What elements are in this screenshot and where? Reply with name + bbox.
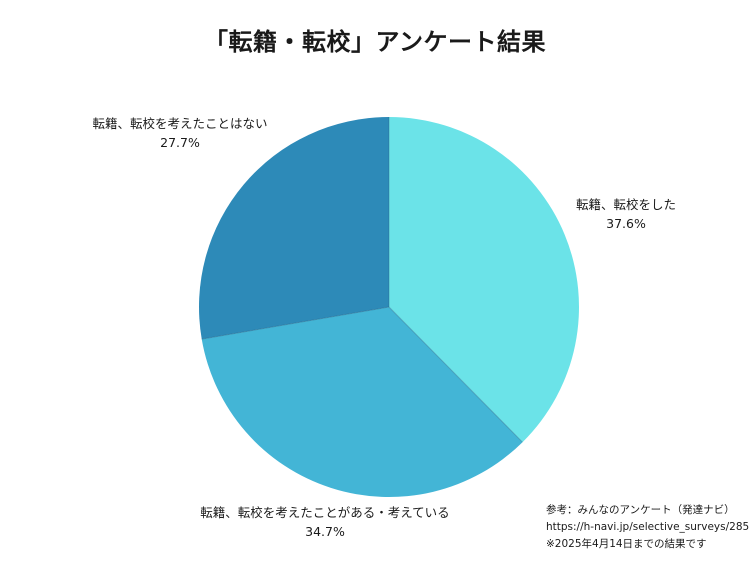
slice-considered <box>201 307 523 497</box>
slice-label-text: 転籍、転校をした <box>575 197 676 212</box>
slice-label-text: 転籍、転校を考えたことはない <box>92 116 268 131</box>
chart-title: 「転籍・転校」アンケート結果 <box>203 28 547 56</box>
source-note: 参考：みんなのアンケート（発達ナビ） https://h-navi.jp/sel… <box>546 502 749 553</box>
slice-value-label: 37.6% <box>606 216 646 231</box>
slice-label-considered: 転籍、転校を考えたことがある・考えている 34.7% <box>175 503 475 541</box>
source-url: https://h-navi.jp/selective_surveys/285 <box>546 521 750 533</box>
slice-divider <box>201 306 390 340</box>
slice-divider <box>388 306 523 443</box>
slice-value-label: 34.7% <box>305 524 345 539</box>
source-date-note: ※2025年4月14日までの結果です <box>546 538 707 550</box>
slice-never-considered <box>199 117 389 340</box>
slice-transferred <box>389 117 579 443</box>
source-reference: 参考：みんなのアンケート（発達ナビ） <box>546 504 735 516</box>
slice-label-transferred: 転籍、転校をした 37.6% <box>556 195 696 233</box>
slice-label-text: 転籍、転校を考えたことがある・考えている <box>200 505 450 520</box>
slice-label-never-considered: 転籍、転校を考えたことはない 27.7% <box>80 114 280 152</box>
slice-value-label: 27.7% <box>160 135 200 150</box>
